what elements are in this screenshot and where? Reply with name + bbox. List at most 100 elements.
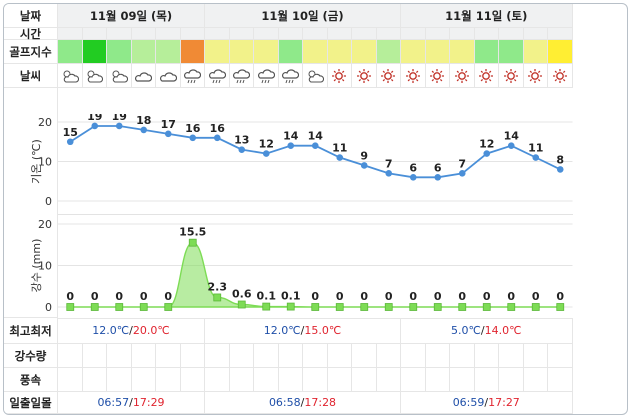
- golf-weather-panel: 날짜 시간 골프지수 날씨 최고최저 강수량 풍속 일출일몰 11월 09일 (목) 12.0℃ /…: [3, 3, 628, 415]
- rain-cell: [229, 344, 254, 368]
- rain-icon: [257, 68, 275, 83]
- rain-row-label: 강수량: [4, 344, 58, 368]
- hour-cell: [425, 28, 450, 40]
- precipitation-label: 0.6: [232, 288, 252, 301]
- precipitation-point: [531, 303, 540, 311]
- weather-cell: [180, 64, 205, 88]
- precipitation-point: [164, 303, 173, 311]
- temperature-label: 16: [185, 122, 201, 135]
- wind-cell: [523, 368, 548, 392]
- golf-index-cell: [425, 40, 450, 64]
- sunrise-time: 06:58: [268, 396, 301, 409]
- sunset-time: 17:29: [132, 396, 165, 409]
- precipitation-label: 0: [507, 290, 515, 303]
- temperature-point: [213, 134, 221, 142]
- wind-cell: [450, 368, 475, 392]
- weather-cell: [82, 64, 107, 88]
- rain-cell: [352, 344, 377, 368]
- temperature-label: 15: [63, 126, 78, 139]
- temperature-label: 19: [112, 114, 127, 123]
- precipitation-label: 0: [532, 290, 540, 303]
- golf-index-cell: [499, 40, 524, 64]
- partly-cloudy-icon: [87, 70, 104, 83]
- temperature-point: [409, 174, 417, 181]
- precipitation-point: [188, 238, 197, 247]
- temperature-label: 13: [234, 134, 249, 147]
- rain-cell: [278, 344, 303, 368]
- wind-cell: [499, 368, 524, 392]
- precipitation-point: [335, 303, 344, 311]
- temperature-point: [115, 122, 123, 130]
- golf-index-cell: [474, 40, 499, 64]
- precipitation-point: [213, 293, 222, 302]
- wind-cell: [425, 368, 450, 392]
- temperature-label: 12: [479, 138, 494, 151]
- weather-cell: [499, 64, 524, 88]
- separator: /: [300, 324, 305, 337]
- sunset-time: 17:27: [488, 396, 520, 409]
- temperature-point: [532, 154, 540, 161]
- hour-cell: [180, 28, 205, 40]
- sunny-icon: [479, 68, 494, 83]
- golf-index-cell: [327, 40, 352, 64]
- day-2-sunrise-sunset: 06:58/17:28: [205, 392, 401, 414]
- precipitation-point: [556, 303, 565, 311]
- rain-cell: [425, 344, 450, 368]
- cloudy-icon: [159, 71, 177, 82]
- wind-cell: [107, 368, 132, 392]
- weather-cell: [156, 64, 181, 88]
- wind-cell: [180, 368, 205, 392]
- hour-cell: [401, 28, 426, 40]
- hour-cell: [156, 28, 181, 40]
- golf-index-cell: [180, 40, 205, 64]
- temperature-point: [556, 166, 564, 173]
- rain-cell: [450, 344, 475, 368]
- temperature-point: [164, 130, 172, 138]
- rain-cell: [327, 344, 352, 368]
- golf-index-cell: [376, 40, 401, 64]
- precipitation-point: [286, 302, 295, 311]
- wind-cell: [131, 368, 156, 392]
- precipitation-label: 0: [360, 290, 368, 303]
- y-tick-label: 0: [45, 301, 52, 314]
- day-3-min-max: 5.0℃/14.0℃: [401, 318, 573, 344]
- golf-index-cell: [58, 40, 83, 64]
- max-temp: 15.0℃: [304, 324, 342, 337]
- precipitation-point: [115, 303, 124, 311]
- wind-cell: [303, 368, 328, 392]
- weather-cell: [254, 64, 279, 88]
- sunrise-sunset-row-label: 일출일몰: [4, 392, 58, 414]
- chart-label-spacer: [4, 88, 58, 318]
- y-axis-label: 기온 (℃): [30, 139, 43, 184]
- rain-cell: [180, 344, 205, 368]
- temperature-label: 18: [136, 114, 151, 127]
- temperature-label: 12: [259, 138, 274, 151]
- weather-cell: [58, 64, 83, 88]
- partly-cloudy-icon: [112, 70, 128, 83]
- separator: /: [129, 396, 133, 409]
- weather-cell: [229, 64, 254, 88]
- wind-cell: [82, 368, 107, 392]
- temperature-point: [262, 150, 270, 157]
- weather-cell: [548, 64, 573, 88]
- temperature-point: [287, 142, 295, 149]
- precipitation-label: 0: [458, 290, 466, 303]
- wind-cell: [327, 368, 352, 392]
- sunrise-time: 06:59: [452, 396, 485, 409]
- chart-divider: [58, 214, 573, 215]
- temperature-point: [140, 126, 148, 134]
- cloudy-icon: [135, 71, 153, 82]
- rain-cell: [82, 344, 107, 368]
- rain-cell: [523, 344, 548, 368]
- weather-cell: [474, 64, 499, 88]
- hour-cell: [205, 28, 230, 40]
- precipitation-label: 0: [336, 290, 344, 303]
- weather-cell: [376, 64, 401, 88]
- precipitation-point: [384, 303, 393, 311]
- temperature-label: 7: [458, 157, 466, 170]
- sunny-icon: [454, 68, 469, 83]
- weather-cell: [205, 64, 230, 88]
- wind-cell: [278, 368, 303, 392]
- temperature-label: 6: [434, 161, 442, 174]
- rain-icon: [233, 68, 251, 83]
